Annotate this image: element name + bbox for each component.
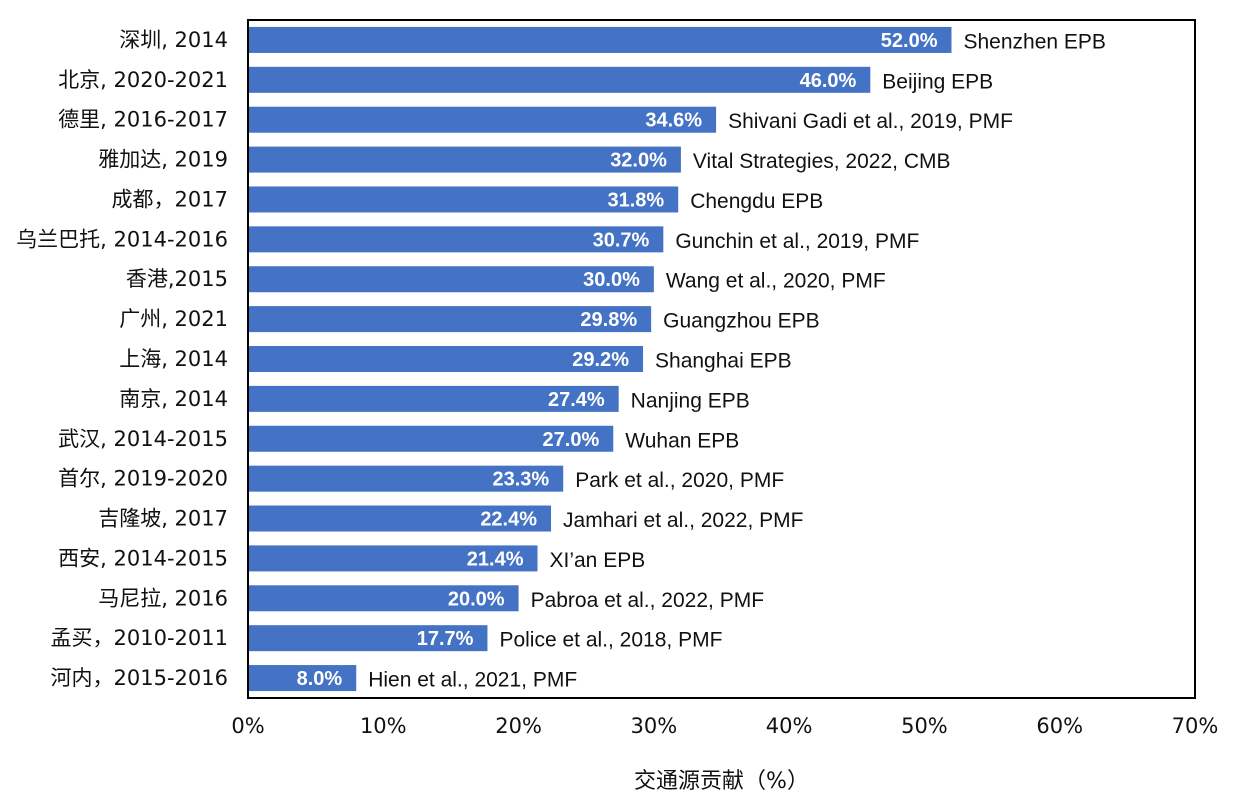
bar <box>248 665 357 692</box>
source-label: Shenzhen EPB <box>963 30 1105 53</box>
bar <box>248 66 871 93</box>
source-label: Guangzhou EPB <box>663 310 819 333</box>
source-label: Chengdu EPB <box>690 190 823 213</box>
source-label: Shanghai EPB <box>655 350 792 373</box>
x-tick-label: 50% <box>901 714 948 738</box>
category-label: 乌兰巴托, 2014-2016 <box>16 227 228 251</box>
value-label: 27.4% <box>548 389 605 411</box>
value-label: 52.0% <box>881 30 938 52</box>
category-label: 德里, 2016-2017 <box>58 108 228 132</box>
source-label: Shivani Gadi et al., 2019, PMF <box>728 110 1013 133</box>
bar <box>248 26 952 53</box>
category-label: 河内，2015-2016 <box>51 666 228 690</box>
category-label: 香港,2015 <box>126 267 228 291</box>
category-label: 西安, 2014-2015 <box>58 546 228 570</box>
bars-layer <box>248 26 952 692</box>
value-label: 20.0% <box>448 588 505 610</box>
source-label: Nanjing EPB <box>631 389 750 412</box>
x-tick-label: 30% <box>631 714 678 738</box>
value-label: 8.0% <box>297 668 343 690</box>
category-label: 上海, 2014 <box>119 347 228 371</box>
category-label: 孟买，2010-2011 <box>51 626 228 650</box>
value-label: 27.0% <box>543 429 600 451</box>
category-label: 武汉, 2014-2015 <box>58 427 228 451</box>
source-label: Vital Strategies, 2022, CMB <box>693 150 951 173</box>
x-tick-label: 40% <box>766 714 813 738</box>
source-label: Beijing EPB <box>882 70 993 93</box>
category-label: 北京, 2020-2021 <box>58 68 228 92</box>
x-axis-title: 交通源贡献（%） <box>634 769 809 794</box>
value-label: 17.7% <box>417 628 474 650</box>
bar <box>248 226 664 253</box>
labels-layer: 深圳, 2014 52.0% Shenzhen EPB 北京, 2020-2021 46… <box>16 28 1106 692</box>
value-label: 23.3% <box>493 469 550 491</box>
bar <box>248 306 652 333</box>
category-label: 广州, 2021 <box>119 307 228 331</box>
category-label: 首尔, 2019-2020 <box>58 467 228 491</box>
x-tick-label: 20% <box>495 714 542 738</box>
category-label: 马尼拉, 2016 <box>98 586 228 610</box>
category-label: 成都，2017 <box>112 187 228 211</box>
bar <box>248 266 654 293</box>
source-label: Pabroa et al., 2022, PMF <box>531 589 764 612</box>
x-axis-ticks: 0% 10% 20% 30% 40% 50% 60% 70% <box>231 714 1218 738</box>
value-label: 29.2% <box>572 349 629 371</box>
value-label: 22.4% <box>480 509 537 531</box>
value-label: 31.8% <box>607 189 664 211</box>
category-label: 雅加达, 2019 <box>98 148 228 172</box>
category-label: 深圳, 2014 <box>119 28 228 52</box>
category-label: 吉隆坡, 2017 <box>98 507 228 531</box>
bar <box>248 505 552 532</box>
x-tick-label: 70% <box>1172 714 1219 738</box>
bar <box>248 186 679 213</box>
value-label: 30.7% <box>593 229 650 251</box>
bar <box>248 106 717 133</box>
category-label: 南京, 2014 <box>119 387 228 411</box>
bar <box>248 385 619 412</box>
value-label: 29.8% <box>580 309 637 331</box>
bar <box>248 346 644 372</box>
source-label: Hien et al., 2021, PMF <box>368 669 577 692</box>
x-tick-label: 10% <box>360 714 407 738</box>
bar <box>248 625 488 652</box>
x-tick-label: 0% <box>231 714 264 738</box>
bar <box>248 146 681 173</box>
value-label: 34.6% <box>645 110 702 132</box>
bar <box>248 465 564 492</box>
source-label: Gunchin et al., 2019, PMF <box>675 230 919 253</box>
bar <box>248 585 519 612</box>
value-label: 46.0% <box>800 70 857 92</box>
source-label: XI’an EPB <box>550 549 646 572</box>
source-label: Police et al., 2018, PMF <box>499 629 722 652</box>
value-label: 21.4% <box>467 548 524 570</box>
bar <box>248 425 614 452</box>
source-label: Wang et al., 2020, PMF <box>666 270 886 293</box>
source-label: Jamhari et al., 2022, PMF <box>563 509 803 532</box>
plot-frame <box>247 19 1196 699</box>
source-label: Park et al., 2020, PMF <box>575 469 784 492</box>
source-label: Wuhan EPB <box>625 429 739 452</box>
value-label: 30.0% <box>583 269 640 291</box>
x-tick-label: 60% <box>1036 714 1083 738</box>
value-label: 32.0% <box>610 150 667 172</box>
bar <box>248 545 538 572</box>
